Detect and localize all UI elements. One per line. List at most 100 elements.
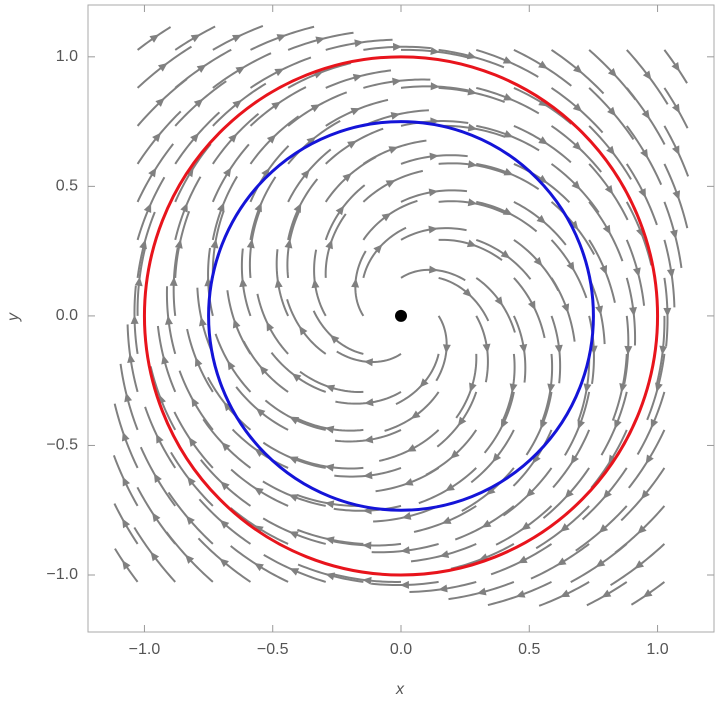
stream-arrow [632, 267, 641, 278]
stream-arrow [194, 356, 203, 367]
stream-line [362, 199, 418, 241]
stream-arrow [410, 410, 421, 419]
stream-arrow [650, 418, 659, 429]
stream-arrow [527, 300, 536, 311]
stream-arrow [228, 133, 238, 143]
stream-arrow [310, 104, 321, 113]
stream-arrow [669, 229, 678, 240]
stream-arrow [598, 524, 609, 534]
stream-arrow [350, 107, 361, 116]
stream-line [174, 143, 212, 203]
stream-arrow [122, 476, 131, 487]
stream-arrow [185, 167, 194, 178]
stream-arrow [330, 334, 340, 344]
stream-arrow [232, 318, 241, 329]
stream-arrow [403, 478, 414, 486]
stream-arrow [325, 572, 336, 581]
stream-arrow [515, 590, 526, 598]
stream-arrow [155, 97, 165, 107]
stream-line [200, 459, 252, 507]
stream-arrow [525, 488, 536, 498]
stream-arrow [430, 82, 440, 91]
stream-arrow [604, 184, 614, 195]
stream-arrow [288, 531, 299, 539]
stream-line [590, 429, 628, 489]
stream-arrow [467, 87, 478, 96]
stream-line [149, 366, 177, 431]
stream-arrow [193, 98, 204, 108]
stream-arrow [560, 589, 570, 598]
stream-line [384, 391, 440, 432]
stream-arrow [655, 382, 663, 393]
stream-arrow [284, 238, 293, 249]
stream-arrow [253, 487, 264, 496]
stream-arrow [217, 202, 225, 213]
stream-arrow [547, 383, 556, 393]
stream-arrow [503, 167, 514, 176]
stream-arrow [196, 64, 207, 73]
stream-arrow [342, 173, 352, 182]
stream-arrow [564, 489, 574, 499]
stream-arrow [381, 212, 392, 222]
stream-line [249, 86, 307, 127]
stream-arrow [519, 343, 528, 354]
stream-arrow [500, 418, 509, 429]
stream-arrow [352, 73, 363, 82]
stream-line [425, 429, 478, 476]
stream-line [226, 290, 252, 355]
stream-arrow [641, 489, 650, 500]
stream-line [242, 340, 289, 393]
stream-arrow [624, 345, 633, 356]
stream-arrow [419, 378, 429, 388]
stream-arrow [642, 589, 653, 598]
stream-line [410, 542, 477, 563]
stream-arrow [663, 307, 672, 317]
x-tick-label: 1.0 [646, 641, 668, 658]
stream-arrow [476, 587, 487, 596]
stream-arrow [438, 584, 448, 593]
stream-line [552, 429, 591, 489]
stream-line [286, 299, 327, 355]
stream-arrow [428, 225, 438, 234]
stream-arrow [569, 220, 579, 231]
stream-line [395, 353, 440, 406]
stream-arrow [364, 398, 374, 407]
stream-arrow [560, 523, 570, 532]
stream-arrow [671, 61, 680, 72]
y-axis-title: y [5, 312, 22, 322]
stream-line [230, 468, 289, 507]
stream-arrow [259, 365, 269, 375]
stream-arrow [190, 132, 200, 143]
stream-arrow [235, 66, 246, 75]
stream-line [156, 325, 177, 393]
stream-line [513, 86, 572, 125]
stream-arrow [570, 454, 579, 465]
stream-arrow [253, 525, 264, 534]
stream-arrow [439, 550, 450, 558]
stream-arrow [482, 343, 491, 354]
stream-arrow [255, 408, 266, 417]
stream-arrow [363, 471, 373, 480]
stream-arrow [467, 160, 478, 169]
stream-arrow [363, 358, 374, 367]
stream-arrow [325, 384, 336, 393]
stream-arrow [180, 202, 188, 213]
stream-line [230, 507, 289, 545]
stream-arrow [441, 516, 452, 524]
stream-line [211, 175, 238, 241]
stream-arrow [152, 512, 161, 523]
stream-line [542, 467, 590, 519]
stream-arrow [428, 265, 439, 274]
stream-arrow [254, 562, 264, 572]
stream-arrow [134, 276, 143, 287]
stream-line [287, 91, 348, 127]
stream-arrow [299, 325, 308, 336]
stream-arrow [428, 188, 439, 197]
stream-line [588, 163, 629, 221]
stream-arrow [324, 463, 335, 472]
stream-arrow [595, 305, 604, 316]
x-axis-title: x [395, 681, 405, 698]
stream-arrow [466, 239, 477, 248]
stream-arrow [219, 558, 229, 568]
